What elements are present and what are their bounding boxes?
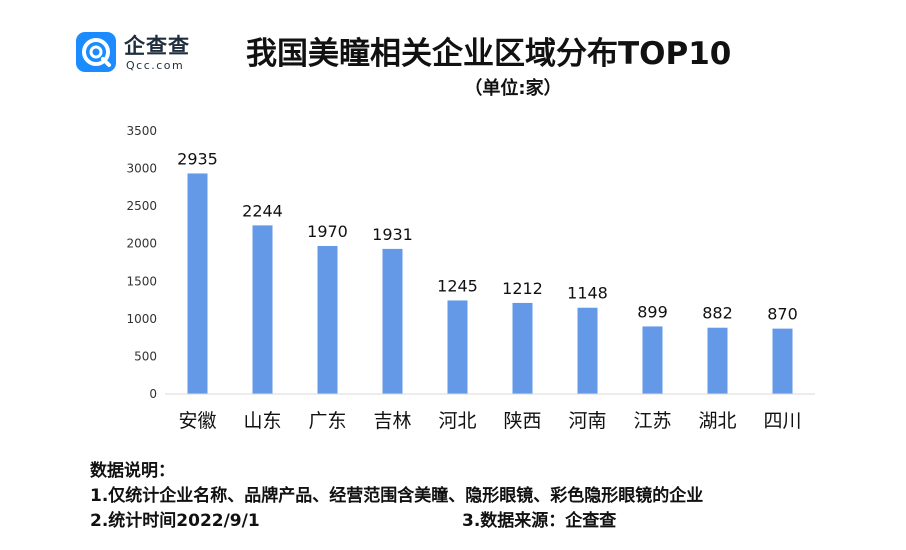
x-axis-labels: 安徽 山东 广东 吉林 河北 陕西 河南 江苏 湖北 四川 [178,410,801,432]
bars [187,173,793,394]
x-tick-label-3: 吉林 [373,410,411,432]
brand-name: 企查查 [124,34,190,58]
bar-3 [382,248,403,394]
y-tick-label-5: 2500 [126,199,157,213]
value-label-5: 1212 [502,279,543,298]
value-label-4: 1245 [437,276,478,295]
value-label-1: 2244 [242,201,283,220]
value-labels: 2935 2244 1970 1931 1245 1212 1148 899 882 870 [177,149,798,323]
y-axis: 0 500 1000 1500 2000 2500 3000 3500 [126,124,157,401]
notes-line-1: 1.仅统计企业名称、品牌产品、经营范围含美瞳、隐形眼镜、彩色隐形眼镜的企业 [90,486,704,506]
x-tick-label-8: 湖北 [698,410,736,432]
value-label-2: 1970 [307,222,348,241]
x-tick-label-9: 四川 [763,410,801,432]
bar-7 [642,326,663,394]
notes-line-2: 2.统计时间2022/9/1 [90,511,260,531]
bar-5 [512,302,533,394]
x-tick-label-2: 广东 [308,410,346,432]
value-label-6: 1148 [567,284,608,303]
y-tick-label-0: 0 [149,387,157,401]
chart-title: 我国美瞳相关企业区域分布TOP10 [246,36,732,72]
bar-1 [252,225,273,394]
bar-2 [317,245,338,394]
chart-subtitle: （单位:家） [464,78,562,99]
x-tick-label-0: 安徽 [178,410,216,432]
qcc-logo-icon [76,32,116,72]
value-label-7: 899 [637,302,668,321]
y-tick-label-6: 3000 [126,162,157,176]
notes-heading: 数据说明： [90,461,175,481]
y-tick-label-3: 1500 [126,274,157,288]
notes-line-3: 3.数据来源：企查查 [462,511,617,531]
bar-4 [447,300,468,394]
y-tick-label-4: 2000 [126,237,157,251]
value-label-0: 2935 [177,149,218,168]
y-tick-label-7: 3500 [126,124,157,138]
brand-domain: Qcc.com [126,59,185,72]
x-tick-label-5: 陕西 [503,410,541,432]
bar-9 [772,328,793,394]
x-tick-label-4: 河北 [438,410,476,432]
x-tick-label-1: 山东 [243,410,281,432]
bar-8 [707,327,728,394]
value-label-9: 870 [767,305,798,324]
value-label-8: 882 [702,304,733,323]
y-tick-label-1: 500 [134,349,157,363]
bar-6 [577,307,598,394]
y-tick-label-2: 1000 [126,312,157,326]
bar-0 [187,173,208,394]
x-tick-label-7: 江苏 [633,410,671,432]
x-tick-label-6: 河南 [568,410,606,432]
value-label-3: 1931 [372,225,413,244]
